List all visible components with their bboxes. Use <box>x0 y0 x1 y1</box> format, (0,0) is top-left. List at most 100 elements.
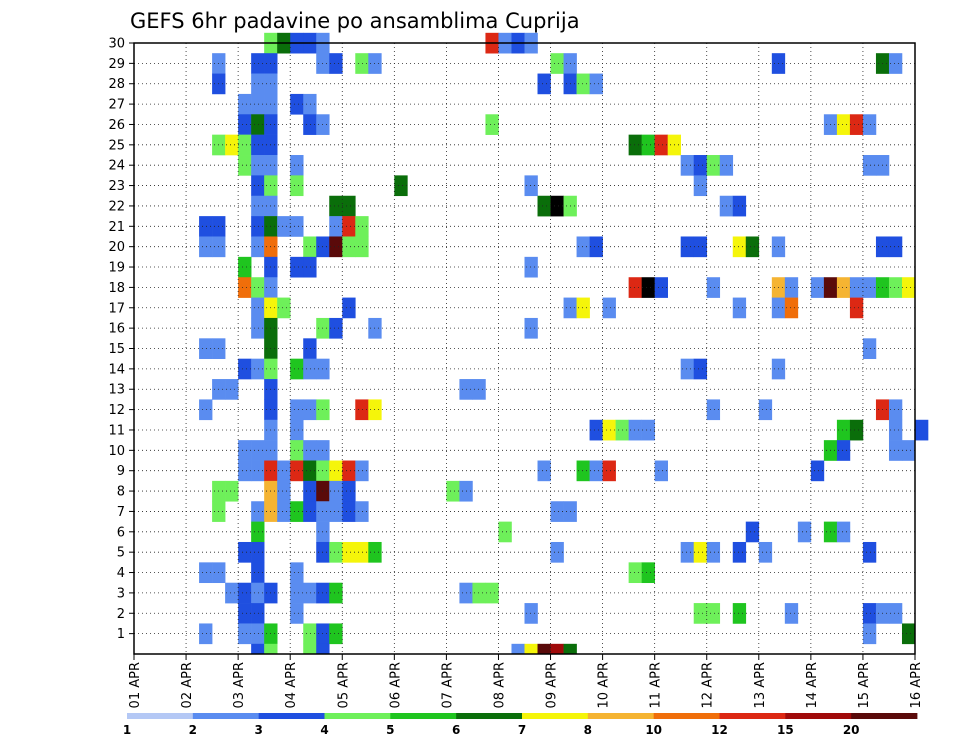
heatmap-cell <box>550 195 564 217</box>
heatmap-cell <box>251 582 265 604</box>
heatmap-cell <box>329 236 343 258</box>
colorbar-label: 10 <box>645 723 662 737</box>
heatmap-cell <box>342 216 356 237</box>
heatmap-cell <box>251 73 265 95</box>
heatmap-cell <box>329 623 343 645</box>
colorbar-swatch <box>324 713 391 719</box>
y-tick-label: 29 <box>108 57 125 72</box>
colorbar-label: 15 <box>777 723 794 737</box>
heatmap-cell <box>641 419 655 441</box>
colorbar-swatch <box>851 713 918 719</box>
heatmap-cell <box>329 53 343 74</box>
colorbar-label: 7 <box>518 723 526 737</box>
heatmap-cell <box>303 623 317 645</box>
heatmap-cell <box>238 277 252 298</box>
heatmap-cell <box>290 419 304 441</box>
heatmap-cell <box>251 277 265 298</box>
heatmap-cell <box>251 155 265 176</box>
heatmap-cell <box>329 541 343 563</box>
heatmap-cell <box>225 480 239 502</box>
y-tick-label: 1 <box>117 627 125 642</box>
colorbar-swatch <box>390 713 457 719</box>
heatmap-cell <box>836 114 851 135</box>
x-tick-label: 07 APR <box>440 662 455 708</box>
heatmap-cell <box>888 399 903 421</box>
heatmap-cell <box>706 155 721 176</box>
y-tick-label: 2 <box>117 607 125 622</box>
heatmap-cell <box>836 277 851 298</box>
y-tick-label: 8 <box>117 485 125 500</box>
heatmap-cell <box>576 460 590 482</box>
heatmap-cell <box>290 358 304 380</box>
heatmap-cell <box>485 114 499 135</box>
colorbar-label: 3 <box>254 723 262 737</box>
heatmap-cell <box>303 582 317 604</box>
y-tick-label: 5 <box>117 546 125 561</box>
heatmap-cell <box>524 603 538 624</box>
heatmap-cell <box>303 643 317 655</box>
heatmap-cell <box>303 256 317 278</box>
heatmap-cell <box>680 236 695 258</box>
heatmap-cell <box>888 236 903 258</box>
heatmap-cell <box>888 277 903 298</box>
heatmap-cell <box>329 582 343 604</box>
heatmap-cell <box>706 603 721 624</box>
heatmap-cell <box>394 175 408 197</box>
heatmap-cell <box>264 643 278 655</box>
heatmap-cell <box>732 603 747 624</box>
y-tick-label: 12 <box>108 403 125 418</box>
x-tick-label: 03 APR <box>232 662 247 708</box>
heatmap-cell <box>472 582 486 604</box>
heatmap-cell <box>524 256 538 278</box>
y-tick-label: 27 <box>108 98 125 113</box>
heatmap-cell <box>758 399 773 421</box>
heatmap-cell <box>290 175 304 197</box>
heatmap-cell <box>862 155 877 176</box>
heatmap-cell <box>915 419 929 441</box>
heatmap-cell <box>251 623 265 645</box>
y-tick-label: 9 <box>117 464 125 479</box>
heatmap-cell <box>355 541 369 563</box>
y-tick-label: 4 <box>117 566 125 581</box>
heatmap-cell <box>550 541 564 563</box>
heatmap-cell <box>849 419 864 441</box>
colorbar-label: 1 <box>123 723 131 737</box>
y-tick-label: 11 <box>108 423 125 438</box>
heatmap-cell <box>290 582 304 604</box>
heatmap-cell <box>303 399 317 421</box>
heatmap-cell <box>485 582 499 604</box>
heatmap-cell <box>316 643 330 655</box>
heatmap-cell <box>238 93 252 115</box>
colorbar-swatch <box>522 713 589 719</box>
heatmap-cell <box>251 53 265 74</box>
heatmap-cell <box>654 277 668 298</box>
heatmap-cell <box>251 501 265 522</box>
colorbar-label: 2 <box>189 723 197 737</box>
heatmap-cell <box>329 317 343 339</box>
heatmap-cell <box>199 236 213 258</box>
y-axis: 1234567891011121314151617181920212223242… <box>108 37 134 642</box>
heatmap-cell <box>589 73 603 95</box>
heatmap-cell <box>303 480 317 502</box>
heatmap-cell <box>784 603 799 624</box>
chart-title: GEFS 6hr padavine po ansamblima Cuprija <box>130 9 580 33</box>
y-tick-label: 21 <box>108 220 125 235</box>
x-tick-label: 16 APR <box>909 662 924 708</box>
heatmap-cell <box>251 93 265 115</box>
y-tick-label: 16 <box>108 322 125 337</box>
y-tick-label: 18 <box>108 281 125 296</box>
heatmap-cell <box>524 175 538 197</box>
heatmap-cell <box>524 317 538 339</box>
heatmap-cell <box>680 541 695 563</box>
colorbar-label: 12 <box>711 723 728 737</box>
heatmap-cell <box>303 460 317 482</box>
heatmap-cell <box>732 236 747 258</box>
heatmap-cell <box>862 114 877 135</box>
heatmap-cell <box>251 541 265 563</box>
colorbar-swatch <box>719 713 786 719</box>
heatmap-cell <box>251 134 265 156</box>
heatmap-cell <box>329 460 343 482</box>
colorbar-swatch <box>258 713 325 719</box>
heatmap-cell <box>693 358 708 380</box>
heatmap-cell <box>355 236 369 258</box>
